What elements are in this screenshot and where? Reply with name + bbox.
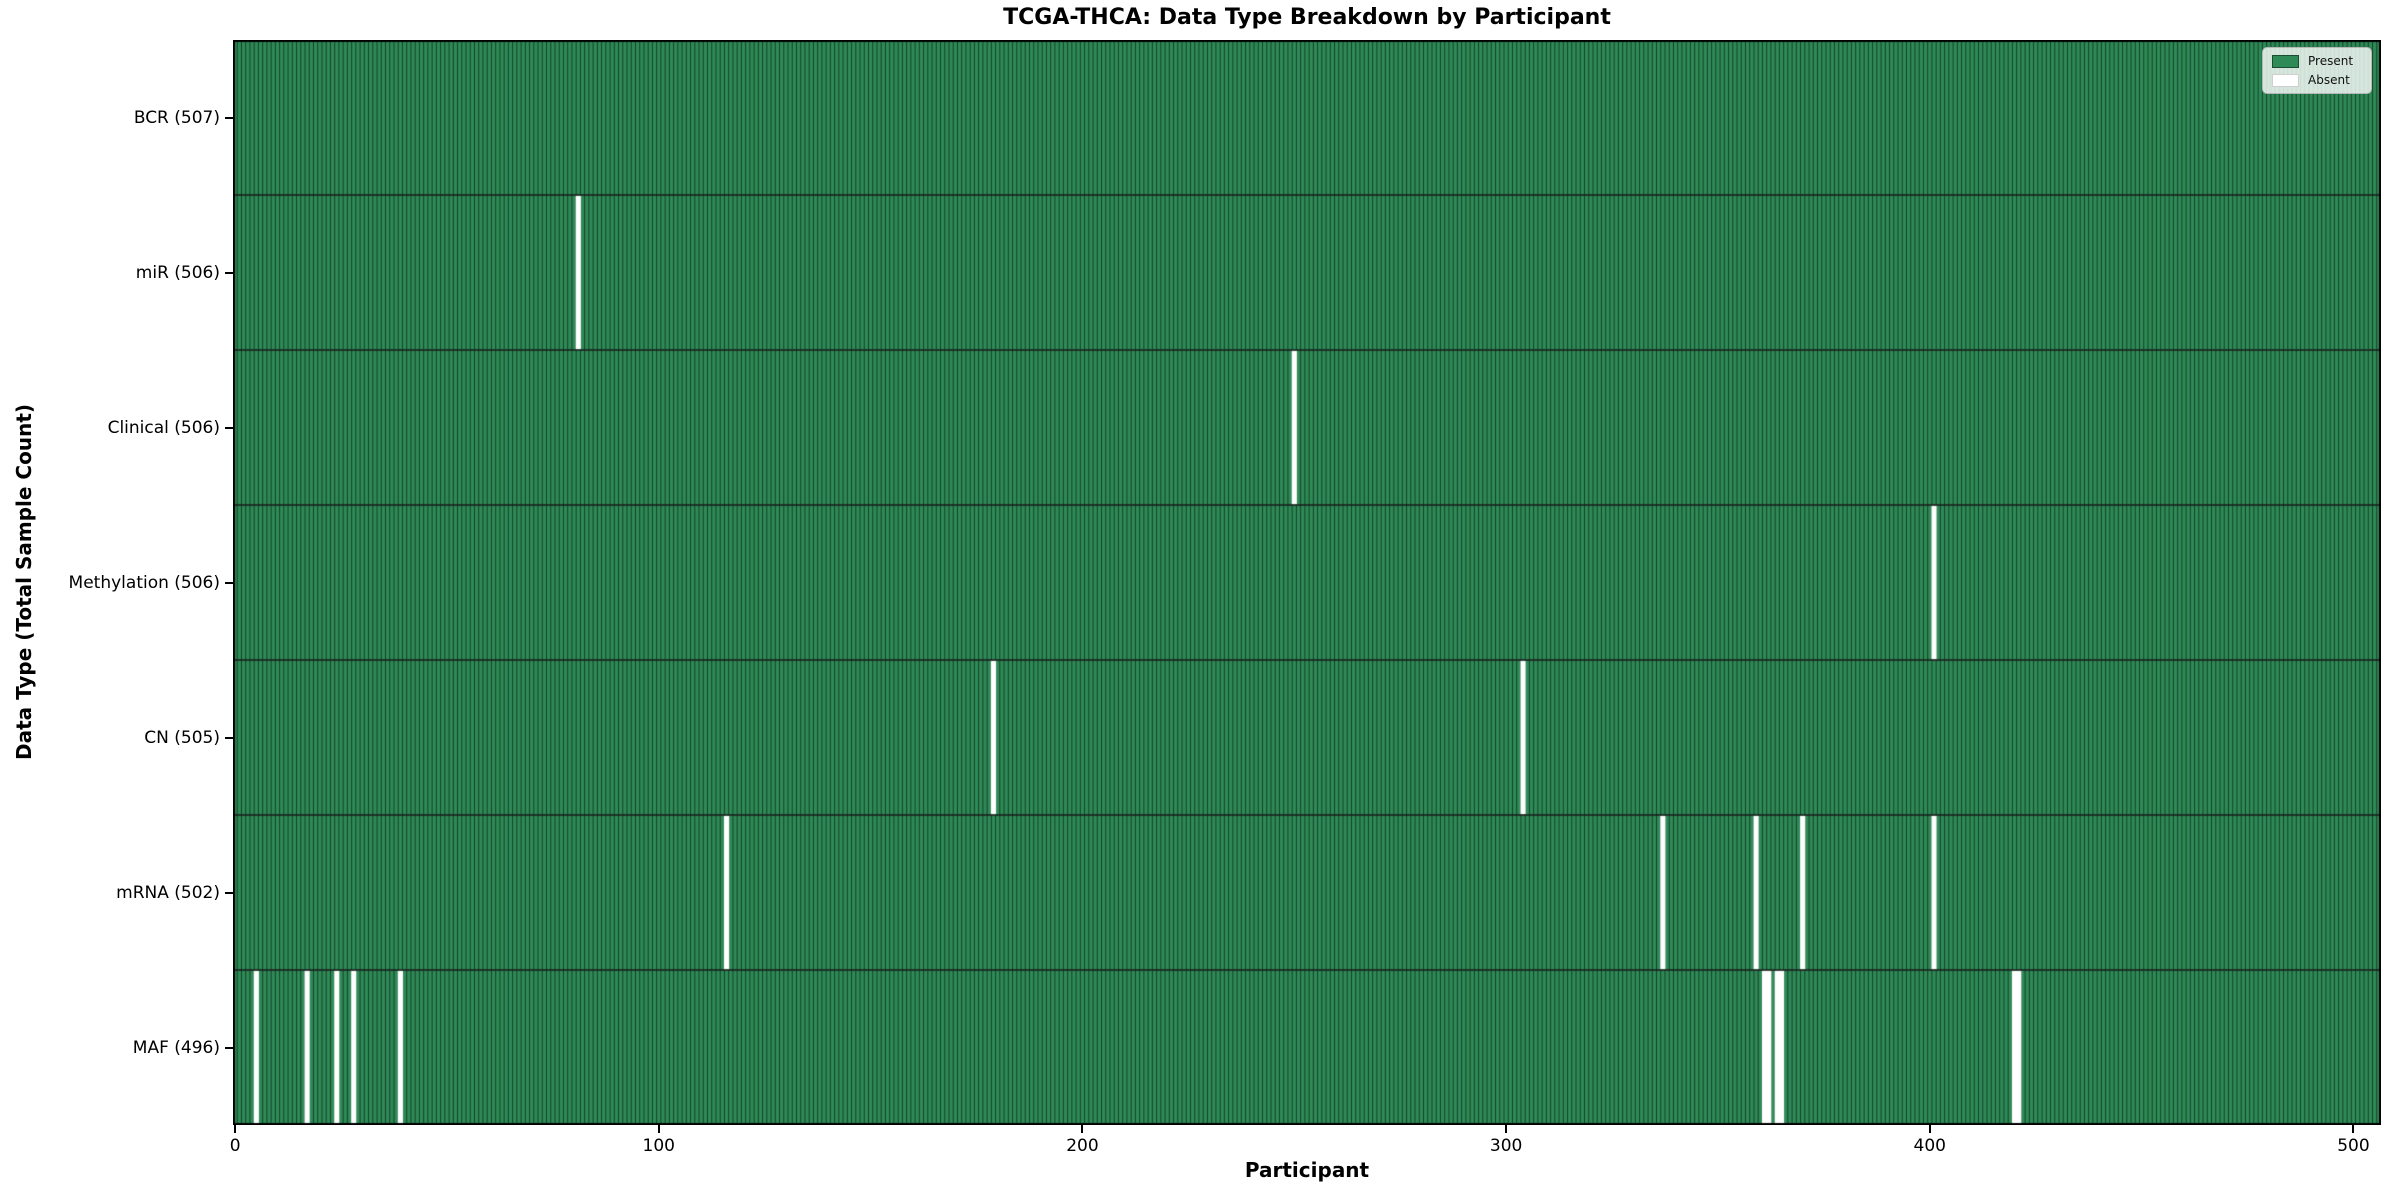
y-tick-label: Methylation (506) (68, 572, 220, 593)
x-tick-mark (1505, 1125, 1508, 1133)
legend: Present Absent (2262, 47, 2372, 94)
chart-title: TCGA-THCA: Data Type Breakdown by Partic… (1003, 5, 1611, 30)
y-tick-label: BCR (507) (133, 107, 220, 128)
y-tick-label: mRNA (502) (116, 882, 220, 903)
x-tick-mark (2352, 1125, 2355, 1133)
x-tick-mark (1081, 1125, 1084, 1133)
y-axis-title: Data Type (Total Sample Count) (12, 403, 36, 761)
y-tick-label: CN (505) (144, 727, 220, 748)
plot-area (233, 40, 2381, 1125)
x-tick-label: 300 (1489, 1136, 1523, 1156)
legend-swatch-icon (2272, 54, 2299, 68)
y-tick-mark (225, 116, 233, 119)
x-tick-mark (1928, 1125, 1931, 1133)
y-tick-label: miR (506) (135, 262, 220, 283)
x-tick-label: 0 (229, 1136, 241, 1156)
x-tick-label: 500 (2337, 1136, 2370, 1156)
y-tick-mark (225, 426, 233, 429)
legend-entry: Absent (2272, 73, 2362, 87)
legend-swatch-icon (2272, 73, 2299, 87)
x-axis-title: Participant (1244, 1158, 1370, 1182)
legend-label: Present (2308, 54, 2354, 68)
y-tick-mark (225, 581, 233, 584)
y-tick-mark (225, 736, 233, 739)
x-tick-mark (657, 1125, 660, 1133)
x-tick-mark (234, 1125, 237, 1133)
x-tick-label: 400 (1913, 1136, 1947, 1156)
y-tick-mark (225, 271, 233, 274)
legend-label: Absent (2308, 73, 2350, 87)
y-tick-label: Clinical (506) (107, 417, 220, 438)
legend-entry: Present (2272, 54, 2362, 68)
x-tick-label: 200 (1066, 1136, 1099, 1156)
y-tick-mark (225, 891, 233, 894)
y-tick-label: MAF (496) (132, 1037, 220, 1058)
y-tick-mark (225, 1046, 233, 1049)
x-tick-label: 100 (642, 1136, 676, 1156)
